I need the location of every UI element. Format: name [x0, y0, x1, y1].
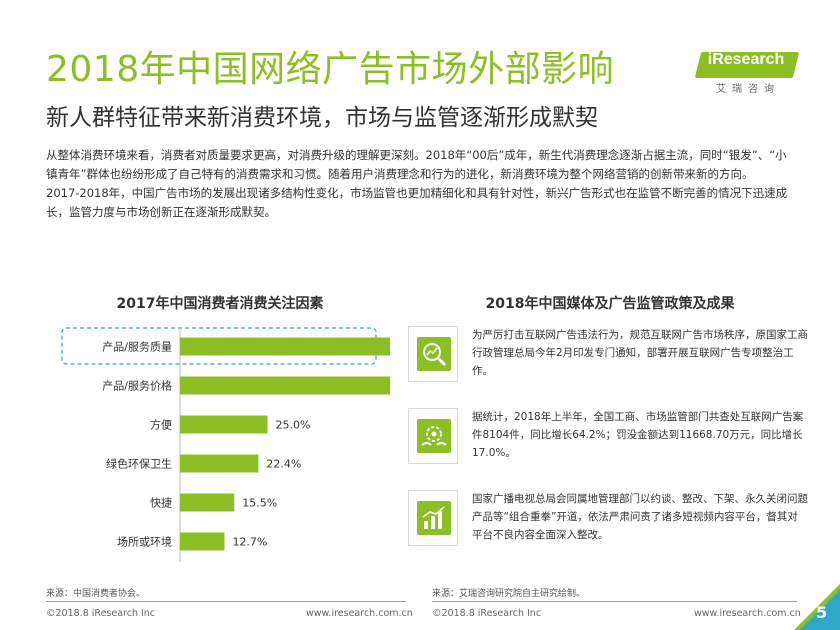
bar	[180, 337, 390, 356]
category-label: 快捷	[150, 496, 172, 510]
logo-text: iResearch	[707, 51, 785, 68]
bar	[180, 415, 268, 434]
footer-url-right[interactable]: www.iresearch.com.cn	[694, 608, 801, 619]
bar-chart-icon	[422, 506, 445, 529]
policy-icon-bg	[417, 337, 451, 371]
category-label: 绿色环保卫生	[106, 457, 172, 471]
policy-item: 为严厉打击互联网广告违法行为，规范互联网广告市场秩序，原国家工商行政管理总局今年…	[408, 326, 808, 382]
highlight-box	[61, 327, 377, 365]
footer-divider-right	[432, 601, 797, 602]
gear-hands-icon	[421, 426, 447, 446]
value-label: 22.4%	[266, 458, 301, 471]
category-label: 产品/服务质量	[102, 340, 172, 354]
policy-icon-box	[408, 490, 458, 546]
intro-paragraph-2: 2017-2018年，中国广告市场的发展出现诸多结构性变化，市场监管也更加精细化…	[46, 186, 788, 219]
category-label: 产品/服务价格	[102, 379, 172, 393]
footer-url-left[interactable]: www.iresearch.com.cn	[306, 608, 413, 619]
intro-text: 从整体消费环境来看，消费者对质量要求更高，对消费升级的理解更深刻。2018年“0…	[46, 146, 796, 222]
chart-title: 2017年中国消费者消费关注因素	[116, 296, 324, 312]
magnifier-chart-icon	[423, 343, 447, 367]
source-right: 来源：艾瑞咨询研究院自主研究绘制。	[432, 589, 586, 599]
value-label: 25.0%	[276, 419, 311, 432]
value-label: 12.7%	[232, 536, 267, 549]
bar	[180, 454, 259, 473]
footer-copyright-left: ©2018.8 iResearch Inc	[46, 608, 156, 619]
page-number: 5	[816, 603, 828, 622]
policy-icon-box	[408, 408, 458, 464]
policy-item: 国家广播电视总局会同属地管理部门以约谈、整改、下架、永久关闭问题产品等“组合重拳…	[408, 490, 808, 546]
category-label: 场所或环境	[117, 535, 172, 549]
source-left: 来源：中国消费者协会。	[46, 589, 146, 599]
footer-copyright-right: ©2018.8 iResearch Inc	[432, 608, 542, 619]
policy-text: 据统计，2018年上半年，全国工商、市场监管部门共查处互联网广告案件8104件，…	[472, 411, 804, 459]
bar	[180, 493, 235, 512]
policy-text: 为严厉打击互联网广告违法行为，规范互联网广告市场秩序，原国家工商行政管理总局今年…	[472, 329, 808, 377]
iresearch-logo: iResearch 艾瑞咨询	[690, 44, 802, 96]
category-label: 方便	[150, 418, 172, 432]
bar	[180, 532, 225, 551]
policy-icon-box	[408, 326, 458, 382]
intro-paragraph-1: 从整体消费环境来看，消费者对质量要求更高，对消费升级的理解更深刻。2018年“0…	[46, 148, 787, 181]
policy-text: 国家广播电视总局会同属地管理部门以约谈、整改、下架、永久关闭问题产品等“组合重拳…	[472, 493, 808, 541]
page-title: 2018年中国网络广告市场外部影响	[46, 49, 615, 90]
policy-title: 2018年中国媒体及广告监管政策及成果	[485, 296, 735, 312]
page-subtitle: 新人群特征带来新消费环境，市场与监管逐渐形成默契	[46, 105, 598, 131]
logo-subtext: 艾瑞咨询	[716, 84, 780, 95]
bar	[180, 376, 390, 395]
policy-item: 据统计，2018年上半年，全国工商、市场监管部门共查处互联网广告案件8104件，…	[408, 408, 808, 464]
value-label: 15.5%	[242, 497, 277, 510]
consumer-factors-bar-chart: 产品/服务质量70.0%产品/服务价格64.4%方便25.0%绿色环保卫生22.…	[61, 327, 390, 562]
footer-divider-left	[46, 601, 406, 602]
corner-decoration-inner	[800, 590, 840, 630]
